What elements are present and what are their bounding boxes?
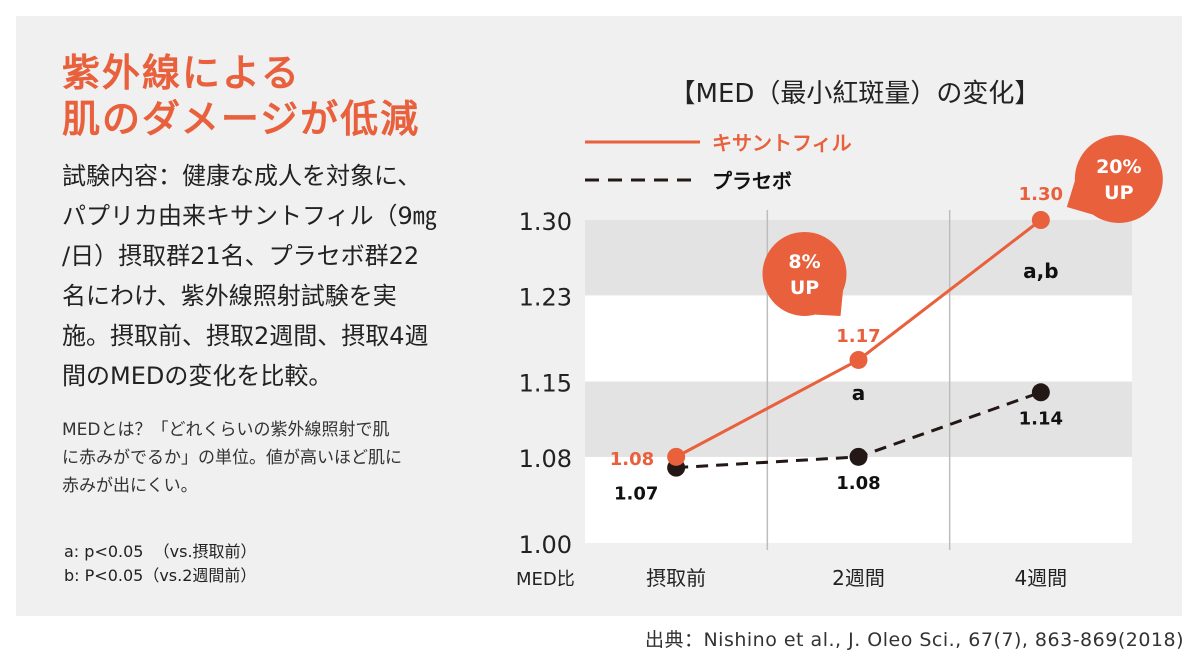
med-note: MEDとは？「どれくらいの紫外線照射で肌 に赤みがでるか」の単位。値が高いほど肌… [62,416,472,500]
placebo-point [849,447,868,466]
badge-percent: 20% [1096,156,1141,178]
significance-annotation: a [852,381,866,405]
badge-percent: 8% [788,251,820,273]
description-line: 間のMEDの変化を比較。 [62,362,333,390]
y-tick-label: 1.08 [519,445,572,473]
significance-legend: a: p<0.05 （vs.摂取前） b: P<0.05（vs.2週間前） [64,540,257,588]
grid-band [585,456,1132,543]
xanthophyll-point [667,447,686,466]
grid-band [585,220,1132,296]
note-line: 赤みが出にくい。 [62,476,198,496]
headline-line-2: 肌のダメージが低減 [62,97,421,141]
headline: 紫外線による 肌のダメージが低減 [62,50,420,142]
significance-annotation: a,b [1023,259,1058,283]
y-axis-title: MED比 [516,569,575,590]
x-tick-label: 4週間 [1014,566,1067,590]
description-line: 試験内容：健康な成人を対象に、 [62,162,422,190]
note-line: に赤みがでるか」の単位。値が高いほど肌に [62,448,402,468]
chart-title: 【MED（最小紅斑量）の変化】 [670,79,1041,109]
badge-circle [762,231,847,316]
xanthophyll-data-label: 1.17 [836,326,880,347]
note-line: MEDとは？「どれくらいの紫外線照射で肌 [62,420,390,440]
significance-b: b: P<0.05（vs.2週間前） [64,566,257,585]
y-tick-label: 1.00 [519,531,572,559]
description-line: 施。摂取前、摂取2週間、摂取4週 [62,322,429,350]
xanthophyll-data-label: 1.30 [1019,184,1063,205]
placebo-data-label: 1.14 [1019,408,1063,429]
significance-a: a: p<0.05 （vs.摂取前） [64,542,257,561]
placebo-data-label: 1.07 [614,484,658,505]
xanthophyll-data-label: 1.08 [610,449,654,470]
x-tick-label: 摂取前 [646,566,706,590]
placebo-point [1031,383,1050,402]
y-tick-label: 1.23 [519,283,572,311]
xanthophyll-point [849,350,868,369]
legend-label: キサントフィル [712,131,852,155]
x-tick-label: 2週間 [832,566,885,590]
description-line: 名にわけ、紫外線照射試験を実 [62,282,397,310]
xanthophyll-point [1031,211,1050,229]
source-citation: 出典：Nishino et al., J. Oleo Sci., 67(7), … [644,629,1184,651]
headline-line-1: 紫外線による [62,51,301,95]
description-line: /日）摂取群21名、プラセボ群22 [62,242,420,270]
y-tick-label: 1.15 [519,370,572,398]
badge-circle [1074,135,1163,223]
badge-up: UP [1104,182,1133,204]
placebo-data-label: 1.08 [836,473,880,494]
y-tick-label: 1.30 [519,208,572,236]
description-line: パプリカ由来キサントフィル（9㎎ [62,202,437,230]
legend-label: プラセボ [712,169,792,193]
study-description: 試験内容：健康な成人を対象に、 パプリカ由来キサントフィル（9㎎ /日）摂取群2… [62,156,482,396]
badge-up: UP [790,277,819,299]
